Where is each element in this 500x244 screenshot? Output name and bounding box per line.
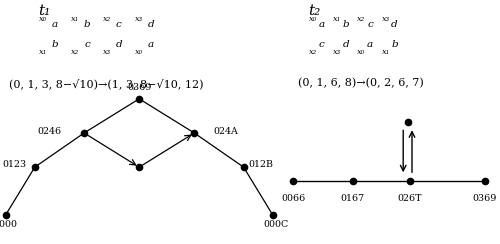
Text: 000C: 000C bbox=[263, 220, 288, 229]
Text: c: c bbox=[368, 20, 373, 29]
Text: x₀: x₀ bbox=[40, 15, 48, 23]
Text: x₂: x₂ bbox=[309, 48, 317, 56]
Text: 0123: 0123 bbox=[2, 160, 26, 169]
Text: 0369: 0369 bbox=[472, 194, 497, 203]
Text: d: d bbox=[116, 40, 122, 49]
Text: 012B: 012B bbox=[248, 160, 274, 169]
Text: a: a bbox=[367, 40, 374, 49]
Text: b: b bbox=[342, 20, 349, 29]
Text: x₀: x₀ bbox=[309, 15, 317, 23]
Text: x₃: x₃ bbox=[135, 15, 143, 23]
Text: 0000: 0000 bbox=[0, 220, 18, 229]
Text: a: a bbox=[318, 20, 325, 29]
Text: t₁: t₁ bbox=[38, 4, 50, 18]
Text: x₂: x₂ bbox=[358, 15, 366, 23]
Text: b: b bbox=[391, 40, 398, 49]
Text: 026T: 026T bbox=[398, 194, 422, 203]
Text: a: a bbox=[148, 40, 154, 49]
Text: d: d bbox=[342, 40, 349, 49]
Text: d: d bbox=[148, 20, 154, 29]
Text: 0246: 0246 bbox=[37, 127, 62, 136]
Text: x₁: x₁ bbox=[333, 15, 342, 23]
Text: x₁: x₁ bbox=[382, 48, 390, 56]
Text: (0, 1, 6, 8)→(0, 2, 6, 7): (0, 1, 6, 8)→(0, 2, 6, 7) bbox=[298, 78, 424, 88]
Text: (0, 1, 3, 8−√10)→(1, 3, 8−√10, 12): (0, 1, 3, 8−√10)→(1, 3, 8−√10, 12) bbox=[8, 78, 203, 89]
Text: x₃: x₃ bbox=[382, 15, 390, 23]
Text: 0167: 0167 bbox=[340, 194, 364, 203]
Text: c: c bbox=[84, 40, 90, 49]
Text: b: b bbox=[52, 40, 59, 49]
Text: x₀: x₀ bbox=[135, 48, 143, 56]
Text: b: b bbox=[84, 20, 90, 29]
Text: x₃: x₃ bbox=[333, 48, 342, 56]
Text: d: d bbox=[391, 20, 398, 29]
Text: 0369: 0369 bbox=[127, 83, 152, 92]
Text: x₂: x₂ bbox=[103, 15, 112, 23]
Text: x₁: x₁ bbox=[40, 48, 48, 56]
Text: x₁: x₁ bbox=[72, 15, 80, 23]
Text: x₂: x₂ bbox=[72, 48, 80, 56]
Text: c: c bbox=[319, 40, 324, 49]
Text: c: c bbox=[116, 20, 122, 29]
Text: 024A: 024A bbox=[214, 127, 238, 136]
Text: t₂: t₂ bbox=[308, 4, 321, 18]
Text: x₃: x₃ bbox=[103, 48, 112, 56]
Text: 0066: 0066 bbox=[281, 194, 305, 203]
Text: a: a bbox=[52, 20, 58, 29]
Text: x₀: x₀ bbox=[358, 48, 366, 56]
